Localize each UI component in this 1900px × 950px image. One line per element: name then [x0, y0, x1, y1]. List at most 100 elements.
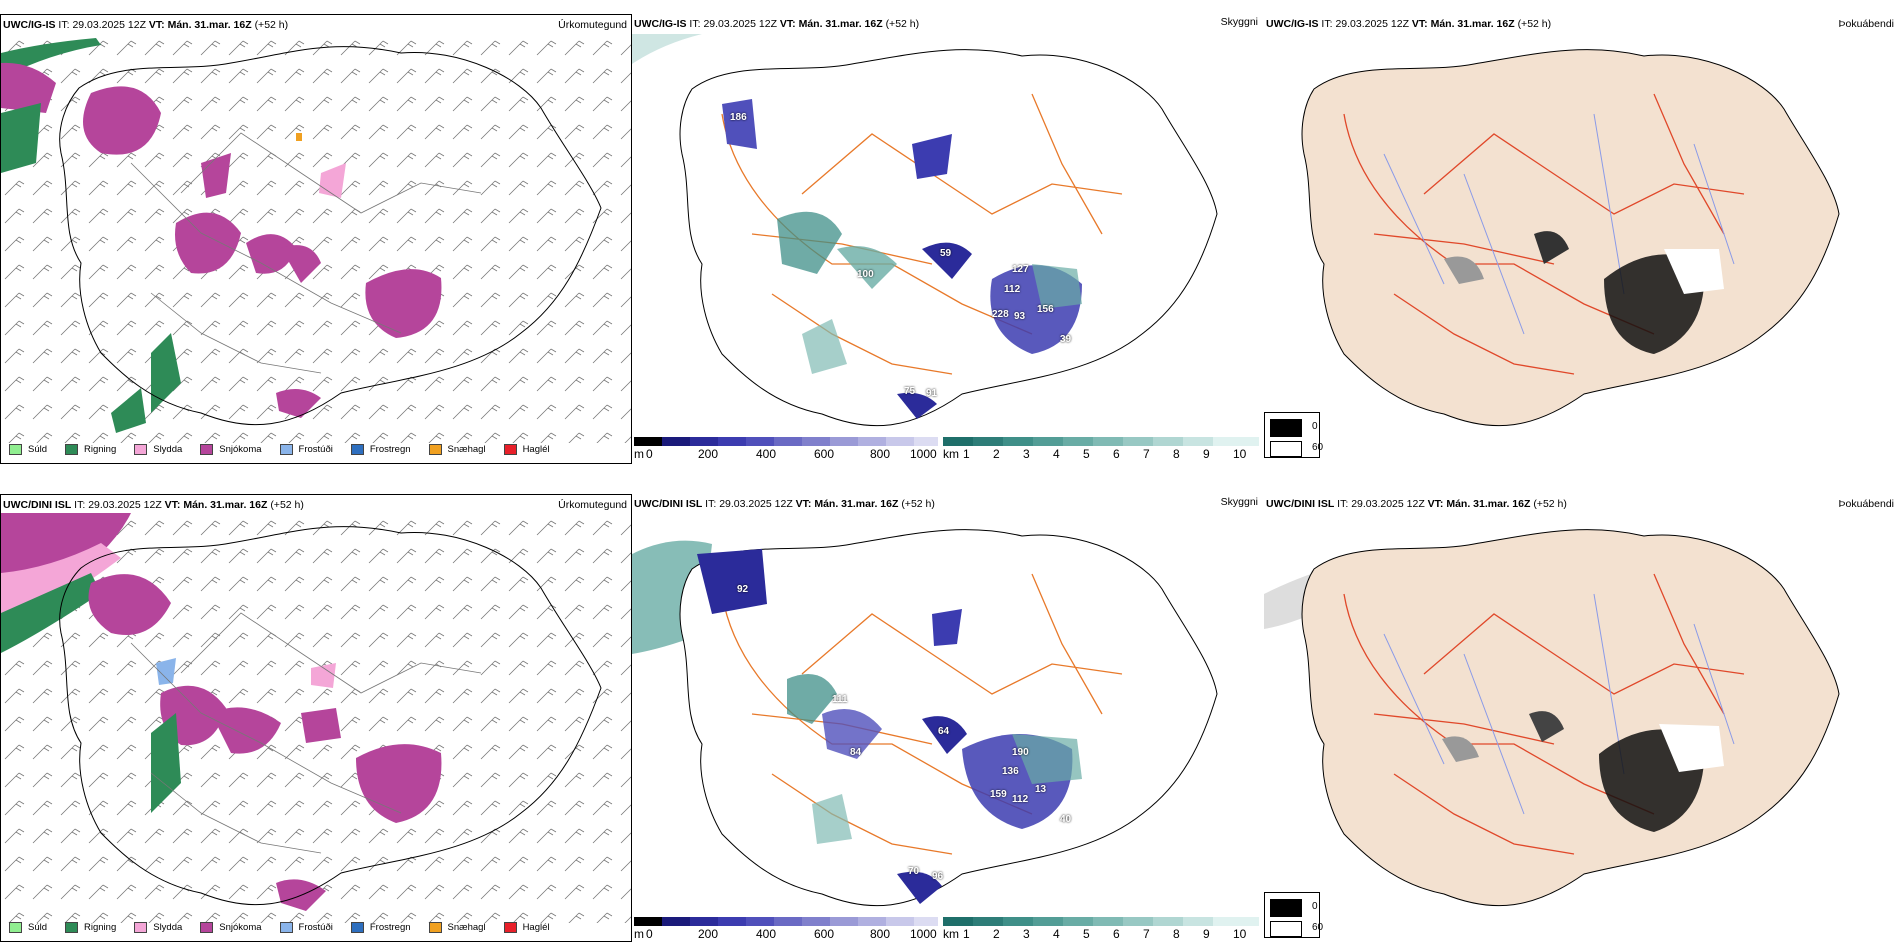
tick-label: 0: [646, 927, 653, 941]
data-label: 156: [1037, 304, 1054, 315]
legend-label: Slydda: [153, 921, 183, 933]
legend-item: Frostúði: [279, 443, 333, 455]
tick-label: 800: [870, 927, 891, 941]
legend-item: Snjókoma: [200, 921, 262, 933]
lead-time: (+52 h): [885, 18, 920, 30]
data-label: 112: [1012, 794, 1029, 805]
data-label: 159: [990, 789, 1007, 800]
scale-label: 0: [1312, 901, 1318, 912]
data-label: 59: [940, 248, 952, 259]
legend-item: Rigning: [65, 443, 116, 455]
it-label: IT:: [689, 18, 701, 30]
tick-label: 3: [1023, 447, 1030, 461]
valid-time: Mán. 31.mar. 16Z: [1446, 498, 1531, 510]
vt-label: VT:: [164, 499, 181, 511]
legend-label: Súld: [28, 443, 48, 455]
tick-label: 200: [698, 927, 719, 941]
legend-item: Haglél: [503, 443, 550, 455]
data-label: 228: [992, 309, 1009, 320]
legend-label: Snæhagl: [447, 443, 486, 455]
cloudbase-colorbar-bottom: m 0 200 400 600 800 1000: [634, 917, 938, 943]
legend-label: Frostúði: [298, 443, 333, 455]
lead-time: (+52 h): [1533, 498, 1567, 510]
panel-header: UWC/IG-IS IT: 29.03.2025 12Z VT: Mán. 31…: [634, 18, 919, 30]
data-label: 64: [938, 726, 950, 737]
data-label: 127: [1012, 264, 1029, 275]
data-label: 75: [904, 386, 916, 397]
lead-time: (+52 h): [1517, 18, 1552, 30]
legend-swatch: [134, 443, 148, 455]
legend-swatch: [200, 921, 214, 933]
fog-panel-bottom: UWC/DINI ISL IT: 29.03.2025 12Z VT: Mán.…: [1264, 494, 1900, 942]
legend-item: Frostregn: [350, 921, 411, 933]
legend-swatch: [200, 443, 214, 455]
data-label: 186: [730, 112, 747, 123]
legend-swatch: [65, 443, 79, 455]
model-name: UWC/IG-IS: [634, 18, 687, 30]
panel-header: UWC/IG-IS IT: 29.03.2025 12Z VT: Mán. 31…: [3, 19, 288, 31]
visibility-panel-top: UWC/IG-IS IT: 29.03.2025 12Z VT: Mán. 31…: [632, 14, 1264, 464]
legend-label: Frostregn: [369, 921, 411, 933]
colorbar-ramp: [943, 917, 1259, 926]
legend-label: Slydda: [153, 443, 183, 455]
data-label: 111: [832, 694, 848, 705]
tick-label: 5: [1083, 447, 1090, 461]
precip-map: [1, 33, 631, 443]
data-label: 39: [1060, 334, 1072, 345]
fog-title: Þokuábendi: [1838, 498, 1894, 510]
legend-item: Snjókoma: [200, 443, 262, 455]
scale-swatch-black: [1270, 899, 1302, 917]
it-label: IT:: [1321, 18, 1333, 30]
init-time: 29.03.2025 12Z: [1335, 18, 1409, 30]
fog-map: [1264, 529, 1840, 907]
it-label: IT:: [705, 498, 717, 510]
fog-panel-top: UWC/IG-IS IT: 29.03.2025 12Z VT: Mán. 31…: [1264, 14, 1900, 464]
lead-time: (+52 h): [901, 498, 935, 510]
visibility-title: Skyggni: [1220, 496, 1258, 508]
tick-label: 6: [1113, 927, 1120, 941]
precip-title: Úrkomutegund: [558, 499, 627, 511]
valid-time: Mán. 31.mar. 16Z: [1430, 18, 1515, 30]
colorbar-ramp: [943, 437, 1259, 446]
tick-label: 5: [1083, 927, 1090, 941]
tick-label: 2: [993, 927, 1000, 941]
it-label: IT:: [58, 19, 70, 31]
legend-swatch: [503, 443, 517, 455]
tick-label: 1: [963, 927, 970, 941]
vt-label: VT:: [1427, 498, 1444, 510]
legend-item: Haglél: [503, 921, 550, 933]
legend-label: Snæhagl: [447, 921, 486, 933]
colorbar-ramp: [634, 437, 938, 446]
scale-label: 60: [1312, 442, 1324, 453]
colorbar-unit: km: [943, 927, 959, 941]
colorbar-ramp: [634, 917, 938, 926]
init-time: 29.03.2025 12Z: [88, 499, 162, 511]
legend-swatch: [134, 921, 148, 933]
visibility-title: Skyggni: [1220, 16, 1258, 28]
fog-scale-top: 0 60: [1264, 412, 1324, 458]
legend-swatch: [428, 921, 442, 933]
tick-label: 8: [1173, 447, 1180, 461]
data-label: 70: [908, 866, 920, 877]
colorbar-unit: m: [634, 927, 644, 941]
precip-type-panel-top: UWC/IG-IS IT: 29.03.2025 12Z VT: Mán. 31…: [0, 14, 632, 464]
legend-swatch: [9, 921, 22, 933]
init-time: 29.03.2025 12Z: [72, 19, 146, 31]
legend-item: Slydda: [134, 921, 183, 933]
colorbar-unit: km: [943, 447, 959, 461]
tick-label: 7: [1143, 927, 1150, 941]
precip-type-panel-bottom: UWC/DINI ISL IT: 29.03.2025 12Z VT: Mán.…: [0, 494, 632, 942]
scale-swatch-black: [1270, 419, 1302, 437]
tick-label: 600: [814, 447, 835, 461]
tick-label: 9: [1203, 927, 1210, 941]
legend-swatch: [279, 443, 293, 455]
legend-item: Frostúði: [279, 921, 333, 933]
tick-label: 3: [1023, 927, 1030, 941]
data-label: 100: [857, 269, 874, 280]
legend-label: Súld: [28, 921, 48, 933]
tick-label: 200: [698, 447, 719, 461]
data-label: 136: [1002, 766, 1019, 777]
tick-label: 800: [870, 447, 891, 461]
colorbar-unit: m: [634, 447, 644, 461]
panel-header: UWC/IG-IS IT: 29.03.2025 12Z VT: Mán. 31…: [1266, 18, 1551, 30]
